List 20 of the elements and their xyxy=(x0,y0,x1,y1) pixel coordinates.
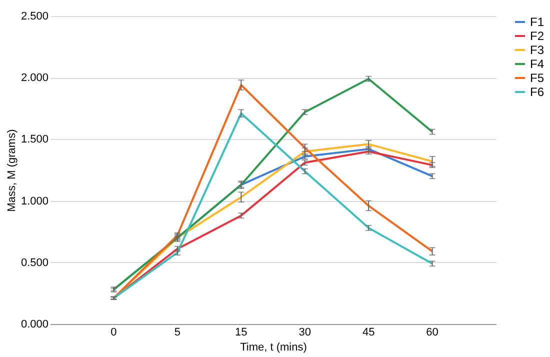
x-tick-label: 60 xyxy=(426,326,438,338)
legend-label: F2 xyxy=(530,29,544,43)
legend-label: F6 xyxy=(530,85,544,99)
y-tick-label: 2.500 xyxy=(20,10,48,22)
x-tick-label: 0 xyxy=(110,326,117,338)
x-tick-label: 45 xyxy=(362,326,375,338)
y-tick-label: 0.000 xyxy=(20,318,48,330)
x-tick-label: 30 xyxy=(298,326,311,338)
x-axis-title: Time, t (mins) xyxy=(240,342,307,354)
y-tick-label: 2.000 xyxy=(20,72,48,84)
legend-label: F1 xyxy=(530,15,544,29)
legend-label: F4 xyxy=(530,57,544,71)
y-tick-label: 1.500 xyxy=(20,134,48,146)
y-tick-label: 0.500 xyxy=(20,256,48,269)
y-axis-title: Mass, M (grams) xyxy=(6,129,18,212)
x-tick-label: 5 xyxy=(174,326,180,338)
legend-label: F3 xyxy=(530,43,544,57)
legend-label: F5 xyxy=(530,71,544,85)
x-tick-label: 15 xyxy=(235,326,248,338)
y-tick-label: 1.000 xyxy=(20,195,48,208)
